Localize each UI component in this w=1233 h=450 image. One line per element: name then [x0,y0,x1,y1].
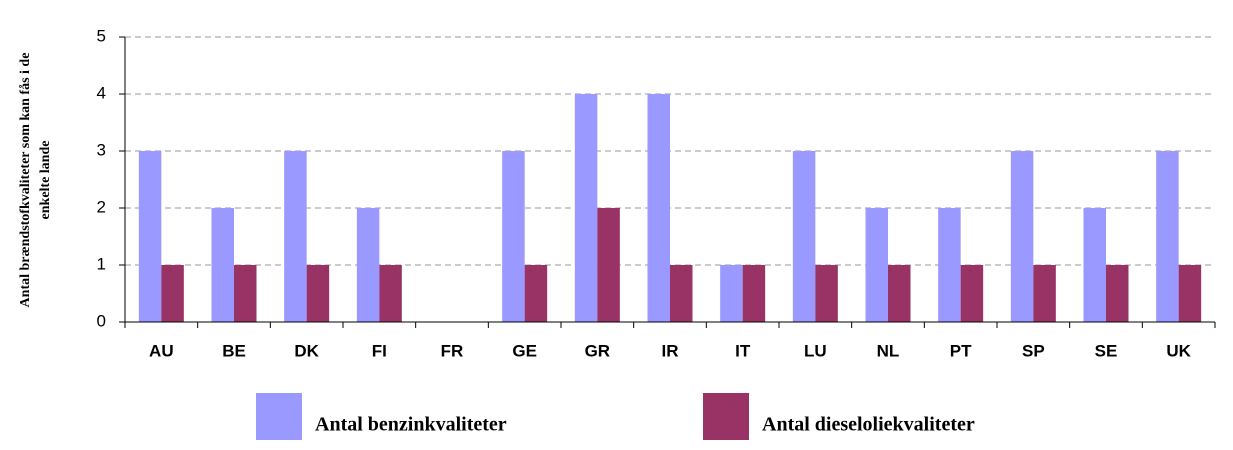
legend-label: Antal benzinkvaliteter [315,414,507,436]
y-axis-label: enkelte lande [38,141,53,220]
legend-label: Antal dieseloliekvaliteter [762,414,975,436]
x-tick-label: GR [585,341,611,360]
y-tick-label: 4 [97,83,106,102]
bar [960,265,984,322]
bar [1106,265,1129,322]
bar [647,94,670,322]
legend-swatch [703,393,749,440]
legend-swatch [256,393,302,440]
x-tick-label: IR [662,341,679,360]
y-tick-label: 5 [97,26,106,45]
bar [502,151,525,322]
x-tick-label: AU [149,341,174,360]
x-tick-label: NL [877,341,900,360]
x-tick-label: DK [294,341,319,360]
y-tick-label: 1 [97,254,106,273]
bar [234,265,257,322]
x-tick-label: SE [1095,341,1118,360]
bar [1178,265,1202,322]
x-tick-label: PT [950,341,972,360]
bar [161,265,184,322]
x-tick-label: SP [1022,341,1045,360]
x-tick-label: BE [222,341,246,360]
x-tick-label: FI [372,341,387,360]
x-tick-label: GE [512,341,537,360]
bar [379,265,402,322]
bar [356,208,380,322]
bar [938,208,961,322]
bar [792,151,816,322]
bar [284,151,307,322]
y-tick-label: 3 [97,140,106,159]
bar [524,265,548,322]
y-axis-label: Antal brændstofkvaliteter som kan fås i … [18,53,33,308]
x-tick-label: IT [735,341,751,360]
bar [865,208,888,322]
bar [888,265,911,322]
bar [1010,151,1034,322]
bar [742,265,766,322]
bar [1083,208,1106,322]
x-tick-label: FR [441,341,464,360]
y-tick-label: 0 [97,311,106,330]
bar [138,151,162,322]
bar [574,94,598,322]
x-tick-label: LU [804,341,827,360]
bar [670,265,693,322]
bar [1156,151,1179,322]
y-tick-label: 2 [97,197,106,216]
bar [211,208,234,322]
bar [720,265,743,322]
x-tick-label: UK [1166,341,1191,360]
bar [306,265,330,322]
bar [815,265,838,322]
bar [597,208,620,322]
bar [1033,265,1056,322]
